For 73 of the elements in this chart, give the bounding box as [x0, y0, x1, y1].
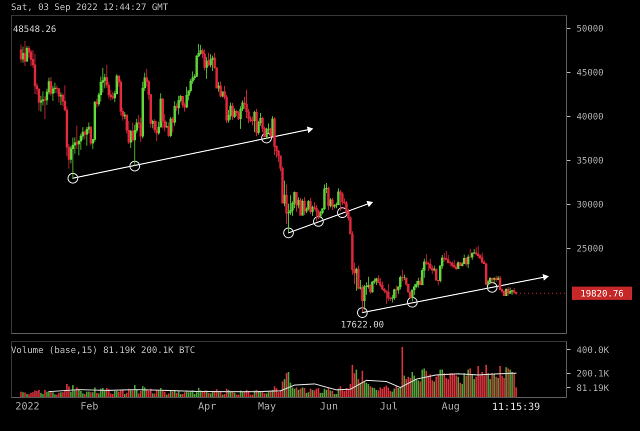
y-tick-label: 400.0K	[576, 346, 610, 356]
candlestick	[172, 116, 174, 133]
point	[356, 307, 368, 318]
text: Volume (base,15) 81.19K 200.1K BTC	[11, 346, 196, 356]
candlestick	[510, 290, 514, 296]
x-tick-label: May	[258, 402, 276, 412]
candlestick	[132, 122, 134, 142]
x-tick-label: 2022	[15, 402, 40, 412]
candlestick	[393, 288, 396, 300]
candlestick	[86, 126, 88, 146]
candlestick	[76, 125, 78, 150]
y-tick-label: 45000	[576, 68, 604, 79]
candlestick	[185, 86, 188, 109]
candlestick	[162, 98, 164, 129]
x-tick-label: Jul	[380, 402, 398, 412]
candlestick	[231, 102, 234, 120]
candlestick	[484, 263, 488, 286]
chart-subtitle: Sat, 03 Sep 2022 12:44:27 GMT	[11, 3, 169, 13]
candlestick	[30, 49, 32, 66]
y-tick-label: 30000	[576, 200, 604, 210]
ref-line-label: 19820.76	[580, 289, 624, 300]
annotation: 17622.00	[340, 320, 384, 331]
point	[406, 296, 418, 308]
candlestick	[315, 204, 318, 222]
point	[313, 216, 324, 227]
x-tick-label: Apr	[198, 402, 216, 412]
candlestick	[323, 184, 326, 210]
candlestick	[58, 88, 60, 103]
candlestick	[44, 96, 46, 120]
candlestick	[245, 89, 248, 119]
candlestick	[399, 275, 402, 290]
x-tick-label: Feb	[80, 402, 98, 412]
candlestick	[309, 198, 312, 214]
candlestick	[90, 126, 92, 146]
point	[337, 207, 348, 218]
candlestick	[429, 258, 432, 270]
point	[129, 160, 140, 172]
candlestick	[207, 52, 210, 67]
candlestick	[211, 55, 214, 72]
candlestick	[168, 122, 170, 138]
candlestick	[327, 186, 330, 210]
candlestick	[339, 190, 342, 212]
candlestick	[379, 278, 382, 288]
x-tick-label: Jun	[320, 402, 338, 412]
candlestick	[464, 256, 468, 267]
y-tick-label: 40000	[576, 112, 604, 123]
x-tick-label: Aug	[442, 402, 460, 412]
annotation: 48548.26	[12, 24, 56, 35]
candlestick	[369, 284, 372, 294]
candlestick	[401, 269, 404, 282]
point	[68, 172, 78, 184]
y-tick-label: 35000	[576, 156, 604, 166]
candlestick	[203, 49, 206, 71]
y-tick-label: 200.1K	[576, 370, 610, 380]
candlestick	[84, 130, 86, 140]
candlestick	[178, 95, 180, 115]
point	[283, 227, 294, 238]
line-series	[48, 372, 517, 392]
candlestick	[337, 188, 340, 206]
candlestick	[435, 268, 438, 282]
y-tick-label: 50000	[576, 24, 604, 35]
candlestick	[413, 284, 416, 296]
candlestick	[140, 117, 142, 142]
y-tick-label: 25000	[576, 244, 604, 254]
point	[261, 132, 272, 144]
candlestick	[174, 100, 176, 126]
point	[486, 282, 498, 293]
candlestick	[170, 116, 172, 138]
candlestick	[72, 137, 74, 179]
text: 11:15:39	[492, 402, 540, 413]
candlestick	[156, 120, 158, 142]
y-tick-label: 81.19K	[576, 384, 610, 394]
candlestick	[255, 108, 258, 137]
